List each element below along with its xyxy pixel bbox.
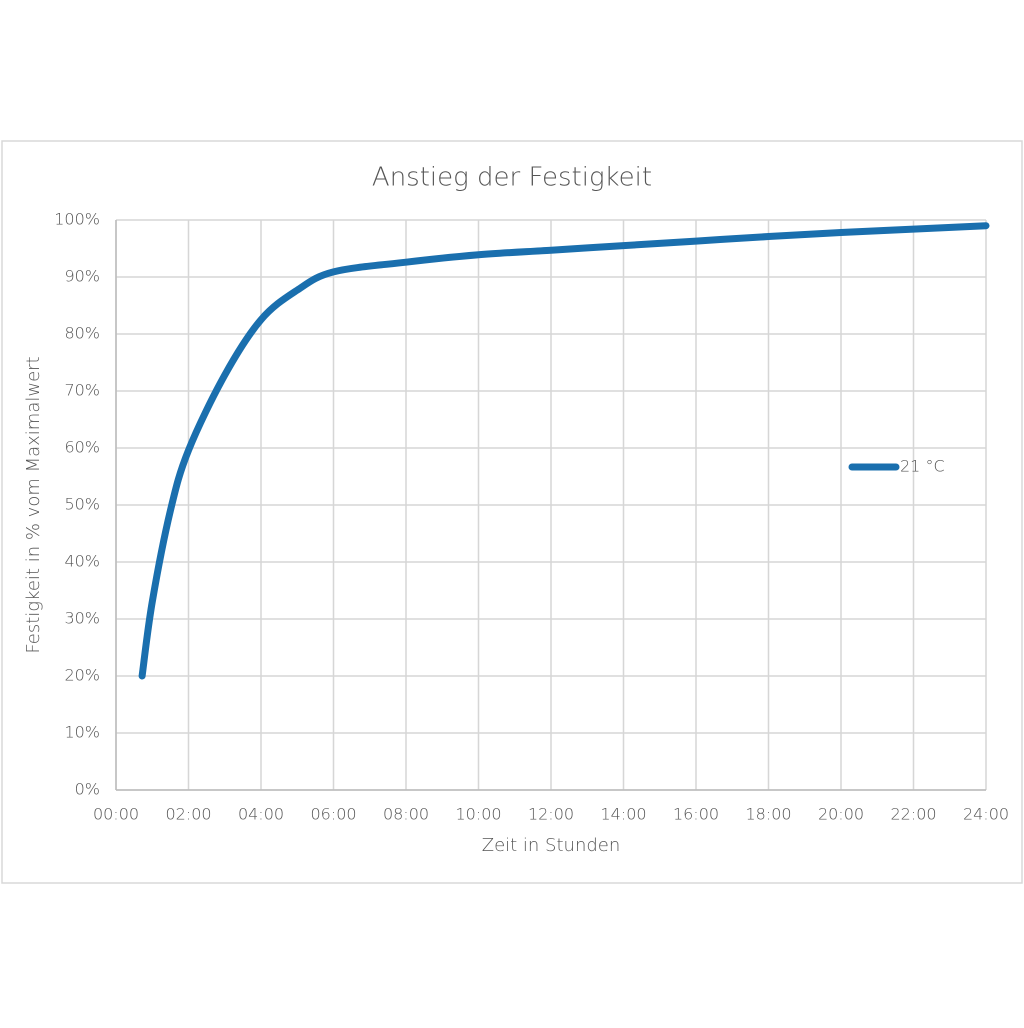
y-axis-label: Festigkeit in % vom Maximalwert bbox=[23, 356, 44, 653]
chart-title: Anstieg der Festigkeit bbox=[372, 163, 652, 193]
y-tick-label: 80% bbox=[64, 324, 100, 343]
y-tick-label: 30% bbox=[64, 609, 100, 628]
x-tick-label: 06:00 bbox=[310, 805, 356, 824]
x-tick-label: 18:00 bbox=[745, 805, 791, 824]
x-tick-label: 00:00 bbox=[93, 805, 139, 824]
x-tick-label: 10:00 bbox=[455, 805, 501, 824]
y-tick-label: 60% bbox=[64, 438, 100, 457]
x-tick-label: 14:00 bbox=[600, 805, 646, 824]
x-tick-label: 04:00 bbox=[238, 805, 284, 824]
y-tick-label: 100% bbox=[54, 210, 100, 229]
y-tick-label: 20% bbox=[64, 666, 100, 685]
y-tick-label: 0% bbox=[75, 780, 100, 799]
y-tick-label: 90% bbox=[64, 267, 100, 286]
y-tick-label: 10% bbox=[64, 723, 100, 742]
x-tick-label: 24:00 bbox=[963, 805, 1009, 824]
x-tick-label: 22:00 bbox=[890, 805, 936, 824]
x-axis-label: Zeit in Stunden bbox=[482, 835, 621, 856]
x-tick-label: 20:00 bbox=[818, 805, 864, 824]
x-tick-label: 02:00 bbox=[165, 805, 211, 824]
x-tick-label: 16:00 bbox=[673, 805, 719, 824]
legend-label: 21 °C bbox=[900, 457, 945, 476]
x-tick-label: 08:00 bbox=[383, 805, 429, 824]
data-line bbox=[138, 222, 990, 680]
x-tick-label: 12:00 bbox=[528, 805, 574, 824]
y-tick-label: 50% bbox=[64, 495, 100, 514]
y-tick-label: 40% bbox=[64, 552, 100, 571]
y-tick-label: 70% bbox=[64, 381, 100, 400]
